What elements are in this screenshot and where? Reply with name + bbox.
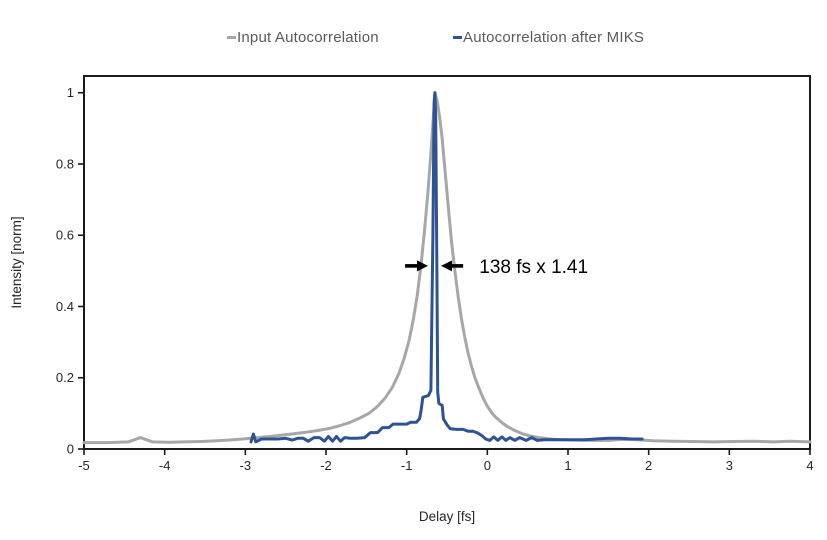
legend-line-marker-blue (453, 35, 462, 39)
axis-frame (83, 75, 811, 450)
x-tick-label: -2 (320, 458, 332, 473)
x-axis-title: Delay [fs] (419, 509, 475, 524)
y-tick-label: 0.8 (56, 156, 74, 171)
x-tick-label: 0 (484, 458, 491, 473)
left-arrowhead-icon (417, 260, 429, 272)
y-tick-label: 0.6 (56, 228, 74, 243)
x-tick-label: 2 (645, 458, 652, 473)
x-tick-label: 3 (726, 458, 733, 473)
y-tick-label: 0.2 (56, 370, 74, 385)
legend: Input Autocorrelation Autocorrelation af… (0, 0, 827, 60)
x-tick-label: -1 (401, 458, 413, 473)
x-tick-label: 4 (806, 458, 813, 473)
legend-label-autocorrelation-after-miks: Autocorrelation after MIKS (463, 28, 645, 46)
legend-line-marker-gray (227, 35, 236, 39)
legend-label-input-autocorrelation: Input Autocorrelation (237, 28, 379, 46)
y-tick-label: 1 (67, 85, 74, 100)
legend-item-autocorrelation-after-miks: Autocorrelation after MIKS (453, 28, 644, 46)
series-line-miks (249, 91, 644, 444)
pulse-width-annotation: 138 fs x 1.41 (479, 257, 588, 278)
y-tick-label: 0.4 (56, 299, 74, 314)
y-axis-title: Intensity [norm] (9, 216, 24, 308)
x-tick-label: -3 (240, 458, 252, 473)
x-tick-label: -4 (159, 458, 171, 473)
y-tick-label: 0 (67, 442, 74, 457)
plot-generated-content: -5 -4 -3 -2 -1 0 1 2 3 4 0 0.2 0.4 0.6 0.8 1 (56, 75, 814, 473)
right-arrowhead-icon (441, 260, 453, 272)
legend-item-input-autocorrelation: Input Autocorrelation (227, 28, 379, 46)
x-tick-label: -5 (78, 458, 90, 473)
x-tick-label: 1 (564, 458, 571, 473)
